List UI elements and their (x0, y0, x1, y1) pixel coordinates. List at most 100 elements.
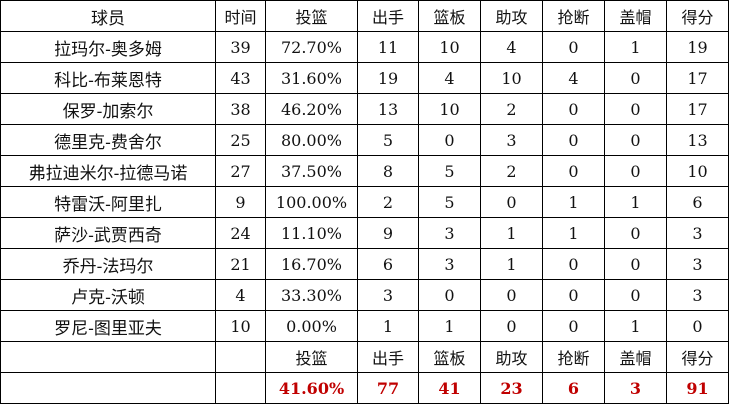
total-cell: 91 (666, 372, 729, 404)
stat-cell: 6 (666, 186, 729, 218)
stat-cell: 17 (666, 62, 729, 94)
stat-cell: 1 (604, 31, 667, 63)
stat-cell: 13 (666, 124, 729, 156)
stat-cell: 0 (604, 279, 667, 311)
stat-cell: 19 (666, 31, 729, 63)
total-cell: 41 (418, 372, 481, 404)
stat-cell: 0 (542, 248, 605, 280)
stat-cell: 2 (357, 186, 419, 218)
stat-cell: 1 (480, 248, 543, 280)
stat-cell: 0 (604, 248, 667, 280)
stat-cell: 0 (542, 93, 605, 125)
stat-cell: 17 (666, 93, 729, 125)
stat-cell: 0 (604, 62, 667, 94)
stat-cell: 13 (357, 93, 419, 125)
header-cell: 投篮 (265, 0, 358, 32)
stat-cell: 0 (542, 155, 605, 187)
player-name: 弗拉迪米尔-拉德马诺 (0, 155, 216, 187)
stat-cell: 3 (480, 124, 543, 156)
stat-cell: 31.60% (265, 62, 358, 94)
stat-cell: 72.70% (265, 31, 358, 63)
stat-cell: 43 (215, 62, 266, 94)
stat-cell: 0 (480, 279, 543, 311)
summary-header-cell: 篮板 (418, 341, 481, 373)
stat-cell: 0 (542, 310, 605, 342)
header-cell: 篮板 (418, 0, 481, 32)
stat-cell: 9 (357, 217, 419, 249)
stat-cell: 3 (418, 248, 481, 280)
stat-cell: 5 (418, 155, 481, 187)
stat-cell: 10 (418, 31, 481, 63)
stat-cell: 39 (215, 31, 266, 63)
stat-cell: 10 (418, 93, 481, 125)
stat-cell: 4 (215, 279, 266, 311)
player-name: 特雷沃-阿里扎 (0, 186, 216, 218)
stat-cell: 1 (542, 186, 605, 218)
stat-cell: 25 (215, 124, 266, 156)
stat-cell: 4 (480, 31, 543, 63)
total-cell: 23 (480, 372, 543, 404)
stat-cell: 0 (480, 186, 543, 218)
stat-cell: 37.50% (265, 155, 358, 187)
stat-cell: 11 (357, 31, 419, 63)
header-cell: 助攻 (480, 0, 543, 32)
empty-cell (215, 341, 266, 373)
header-cell: 得分 (666, 0, 729, 32)
header-row: 球员 时间 投篮 出手 篮板 助攻 抢断 盖帽 得分 (0, 0, 729, 32)
stat-cell: 3 (666, 248, 729, 280)
player-name: 科比-布莱恩特 (0, 62, 216, 94)
stat-cell: 3 (357, 279, 419, 311)
stat-cell: 11.10% (265, 217, 358, 249)
stat-cell: 1 (542, 217, 605, 249)
stat-cell: 0.00% (265, 310, 358, 342)
stat-cell: 0 (604, 124, 667, 156)
stat-cell: 21 (215, 248, 266, 280)
stat-cell: 1 (480, 217, 543, 249)
totals-row: 41.60% 77 41 23 6 3 91 (0, 372, 729, 404)
stat-cell: 0 (666, 310, 729, 342)
summary-header-cell: 得分 (666, 341, 729, 373)
player-name: 保罗-加索尔 (0, 93, 216, 125)
stat-cell: 33.30% (265, 279, 358, 311)
stat-cell: 1 (604, 186, 667, 218)
stat-cell: 1 (604, 310, 667, 342)
total-cell: 77 (357, 372, 419, 404)
total-cell: 3 (604, 372, 667, 404)
stat-cell: 0 (542, 31, 605, 63)
table-row: 科比-布莱恩特 43 31.60% 19 4 10 4 0 17 (0, 62, 729, 94)
stat-cell: 3 (666, 217, 729, 249)
table-row: 德里克-费舍尔 25 80.00% 5 0 3 0 0 13 (0, 124, 729, 156)
stat-cell: 0 (418, 279, 481, 311)
stat-cell: 5 (357, 124, 419, 156)
stat-cell: 10 (480, 62, 543, 94)
stat-cell: 19 (357, 62, 419, 94)
stat-cell: 3 (418, 217, 481, 249)
stat-cell: 16.70% (265, 248, 358, 280)
table-row: 罗尼-图里亚夫 10 0.00% 1 1 0 0 1 0 (0, 310, 729, 342)
stat-cell: 0 (604, 217, 667, 249)
stat-cell: 24 (215, 217, 266, 249)
stat-cell: 80.00% (265, 124, 358, 156)
stat-cell: 38 (215, 93, 266, 125)
summary-header-cell: 投篮 (265, 341, 358, 373)
table-row: 萨沙-武贾西奇 24 11.10% 9 3 1 1 0 3 (0, 217, 729, 249)
stat-cell: 46.20% (265, 93, 358, 125)
stat-cell: 4 (542, 62, 605, 94)
player-stats-table: 球员 时间 投篮 出手 篮板 助攻 抢断 盖帽 得分 拉玛尔-奥多姆 39 72.70% 11 10 4 0 1… (0, 0, 729, 404)
stat-cell: 100.00% (265, 186, 358, 218)
player-name: 卢克-沃顿 (0, 279, 216, 311)
stat-cell: 1 (418, 310, 481, 342)
header-cell: 球员 (0, 0, 216, 32)
header-cell: 时间 (215, 0, 266, 32)
empty-cell (0, 341, 216, 373)
player-name: 乔丹-法玛尔 (0, 248, 216, 280)
table-row: 保罗-加索尔 38 46.20% 13 10 2 0 0 17 (0, 93, 729, 125)
table-row: 拉玛尔-奥多姆 39 72.70% 11 10 4 0 1 19 (0, 31, 729, 63)
header-cell: 盖帽 (604, 0, 667, 32)
empty-cell (215, 372, 266, 404)
empty-cell (0, 372, 216, 404)
stat-cell: 0 (542, 124, 605, 156)
player-name: 德里克-费舍尔 (0, 124, 216, 156)
stat-cell: 6 (357, 248, 419, 280)
stat-cell: 0 (542, 279, 605, 311)
